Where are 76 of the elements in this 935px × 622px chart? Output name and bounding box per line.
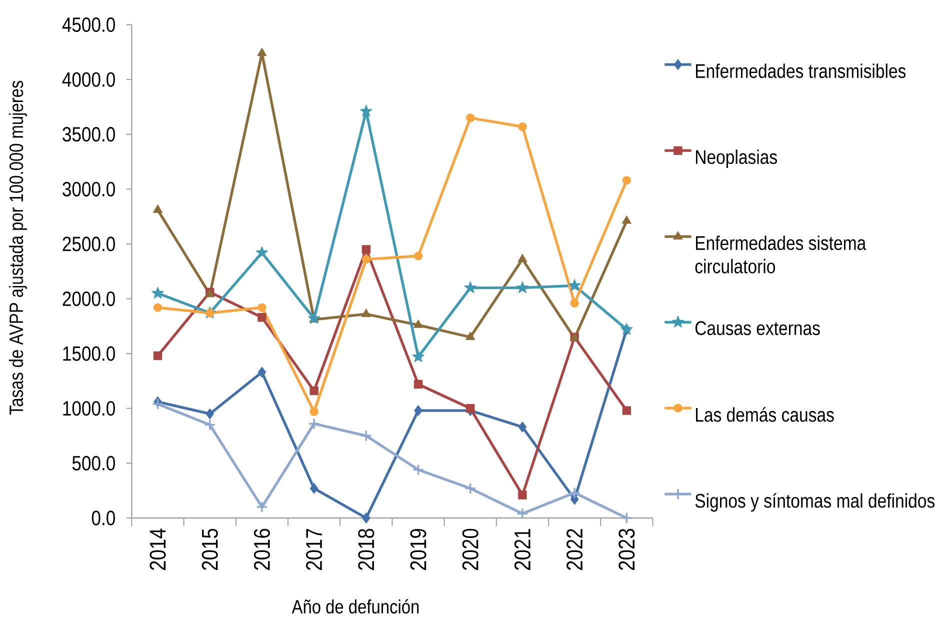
point: [361, 308, 371, 317]
point: [256, 501, 268, 513]
point: [360, 104, 372, 117]
point: [464, 281, 477, 294]
point: [622, 176, 631, 185]
point: [412, 464, 424, 476]
legend-label: Enfermedades transmisibles: [696, 64, 906, 78]
point: [310, 483, 318, 494]
x-tick-label: 2016: [254, 528, 270, 570]
y-tick-label: 3500.0: [62, 127, 115, 142]
point: [310, 407, 318, 416]
y-tick-label: 2000.0: [62, 291, 115, 306]
point: [622, 216, 632, 224]
point: [518, 422, 527, 432]
point: [518, 490, 527, 500]
point: [258, 303, 266, 312]
legend-label: Las demás causas: [696, 407, 834, 422]
y-tick-label: 0.0: [92, 510, 115, 526]
legend-label: Causas externas: [695, 321, 820, 336]
point: [310, 386, 318, 396]
point: [258, 313, 266, 322]
x-tick-label: 2020: [462, 528, 478, 570]
point: [414, 405, 422, 416]
y-tick-label: 4000.0: [62, 72, 115, 87]
point: [466, 404, 475, 413]
point: [257, 48, 267, 56]
x-axis-title: Año de defunción: [292, 599, 419, 614]
point: [362, 245, 370, 254]
y-tick-label: 3000.0: [62, 182, 115, 196]
point: [153, 204, 162, 213]
point: [622, 406, 631, 415]
x-tick-label: 2021: [514, 529, 530, 570]
point: [516, 281, 529, 294]
y-tick-label: 1500.0: [63, 346, 115, 361]
point: [153, 303, 162, 312]
point: [518, 122, 527, 131]
point: [360, 430, 372, 442]
point: [152, 286, 164, 299]
point: [414, 380, 423, 389]
x-tick-label: 2015: [202, 528, 218, 570]
point: [412, 350, 424, 362]
point: [258, 366, 266, 378]
x-tick-label: 2014: [150, 528, 166, 570]
point: [568, 279, 581, 291]
legend-label: Enfermedades sistema circulatorio: [695, 236, 866, 274]
y-tick-label: 1000.0: [63, 401, 115, 416]
x-tick-label: 2019: [410, 528, 426, 570]
y-tick-label: 500.0: [72, 456, 115, 471]
point: [518, 254, 528, 262]
point: [204, 418, 216, 431]
point: [568, 486, 580, 499]
point: [620, 512, 633, 524]
x-tick-label: 2018: [358, 528, 374, 570]
legend-label: Signos y síntomas mal definidos: [695, 493, 935, 512]
point: [464, 482, 476, 494]
point: [206, 408, 214, 420]
x-tick-label: 2023: [618, 528, 635, 570]
point: [256, 246, 268, 258]
point: [152, 398, 164, 410]
y-tick-label: 2500.0: [62, 236, 115, 252]
point: [466, 332, 476, 340]
point: [466, 114, 475, 122]
point: [308, 418, 320, 430]
point: [362, 254, 370, 264]
x-tick-label: 2022: [566, 529, 583, 570]
point: [153, 351, 162, 360]
point: [414, 320, 423, 328]
point: [620, 322, 633, 335]
x-tick-label: 2017: [306, 529, 322, 570]
point: [414, 252, 423, 260]
point: [362, 512, 370, 524]
point: [570, 298, 579, 308]
point: [516, 508, 528, 520]
y-tick-label: 4500.0: [62, 17, 115, 32]
legend-label: Neoplasias: [696, 150, 777, 168]
y-axis-title: Tasas de AVPP ajustada por 100.000 mujeres: [8, 80, 27, 415]
